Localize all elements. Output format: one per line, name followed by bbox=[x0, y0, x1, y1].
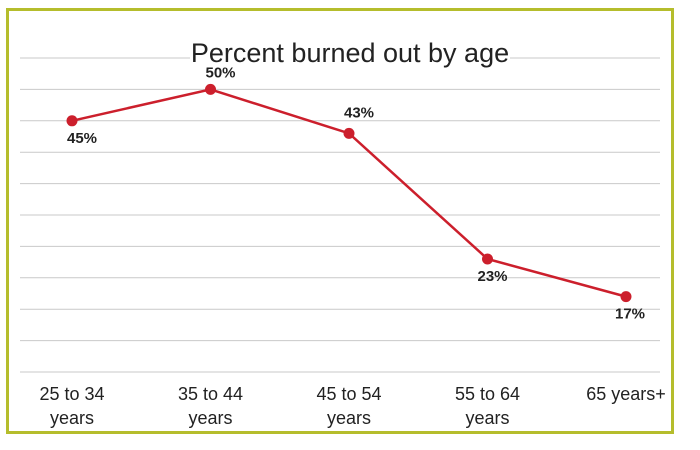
data-label: 45% bbox=[67, 130, 97, 147]
data-label: 17% bbox=[615, 306, 645, 323]
chart-title: Percent burned out by age bbox=[191, 38, 509, 68]
x-tick-label: 65 years+ bbox=[586, 384, 666, 404]
data-point bbox=[343, 127, 355, 139]
data-label: 43% bbox=[344, 104, 374, 121]
data-labels: 45% 50% 43% 23% 17% bbox=[67, 64, 645, 322]
data-point bbox=[482, 253, 493, 265]
x-tick-label: 55 to 64 years bbox=[455, 384, 520, 428]
data-label: 50% bbox=[205, 64, 235, 81]
x-axis-labels: 25 to 34 years 35 to 44 years 45 to 54 years 5… bbox=[39, 384, 665, 428]
series-line-group bbox=[66, 83, 632, 303]
gridlines bbox=[20, 57, 660, 373]
x-tick-label: 45 to 54 years bbox=[316, 384, 381, 428]
data-label: 23% bbox=[477, 268, 507, 285]
x-tick-label: 25 to 34 years bbox=[39, 384, 104, 428]
title-background bbox=[190, 30, 510, 74]
data-point bbox=[620, 291, 632, 303]
chart-frame bbox=[6, 8, 674, 434]
x-tick-label: 35 to 44 years bbox=[178, 384, 243, 428]
data-point bbox=[205, 83, 216, 95]
data-point bbox=[66, 115, 78, 127]
